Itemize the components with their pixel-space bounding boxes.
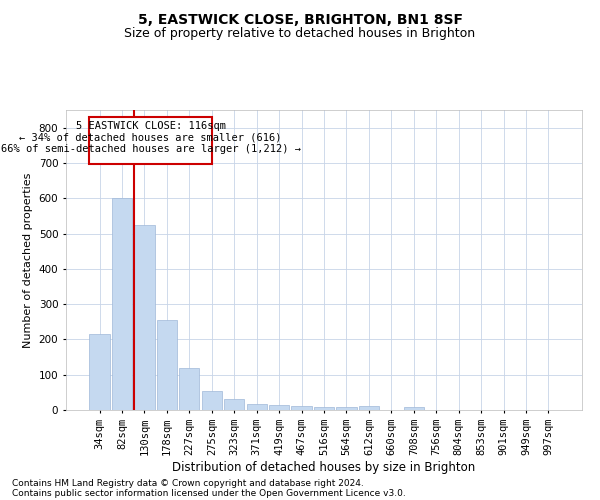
Bar [337,407,356,410]
Text: Contains public sector information licensed under the Open Government Licence v3: Contains public sector information licen… [12,488,406,498]
Bar [292,406,311,410]
Bar [359,406,379,410]
Text: Size of property relative to detached houses in Brighton: Size of property relative to detached ho… [124,28,476,40]
Text: Contains HM Land Registry data © Crown copyright and database right 2024.: Contains HM Land Registry data © Crown c… [12,478,364,488]
Bar [314,407,334,410]
Bar [224,398,244,410]
Text: 5 EASTWICK CLOSE: 116sqm: 5 EASTWICK CLOSE: 116sqm [76,122,226,132]
Bar [247,404,267,410]
Bar [202,390,222,410]
Text: 5, EASTWICK CLOSE, BRIGHTON, BN1 8SF: 5, EASTWICK CLOSE, BRIGHTON, BN1 8SF [137,12,463,26]
Bar [112,198,132,410]
Bar [157,320,177,410]
FancyBboxPatch shape [89,117,212,164]
Text: ← 34% of detached houses are smaller (616): ← 34% of detached houses are smaller (61… [19,132,282,142]
Bar [404,407,424,410]
Bar [134,224,155,410]
Bar [89,334,110,410]
Bar [179,368,199,410]
Y-axis label: Number of detached properties: Number of detached properties [23,172,33,348]
Text: 66% of semi-detached houses are larger (1,212) →: 66% of semi-detached houses are larger (… [1,144,301,154]
Bar [269,404,289,410]
X-axis label: Distribution of detached houses by size in Brighton: Distribution of detached houses by size … [172,460,476,473]
